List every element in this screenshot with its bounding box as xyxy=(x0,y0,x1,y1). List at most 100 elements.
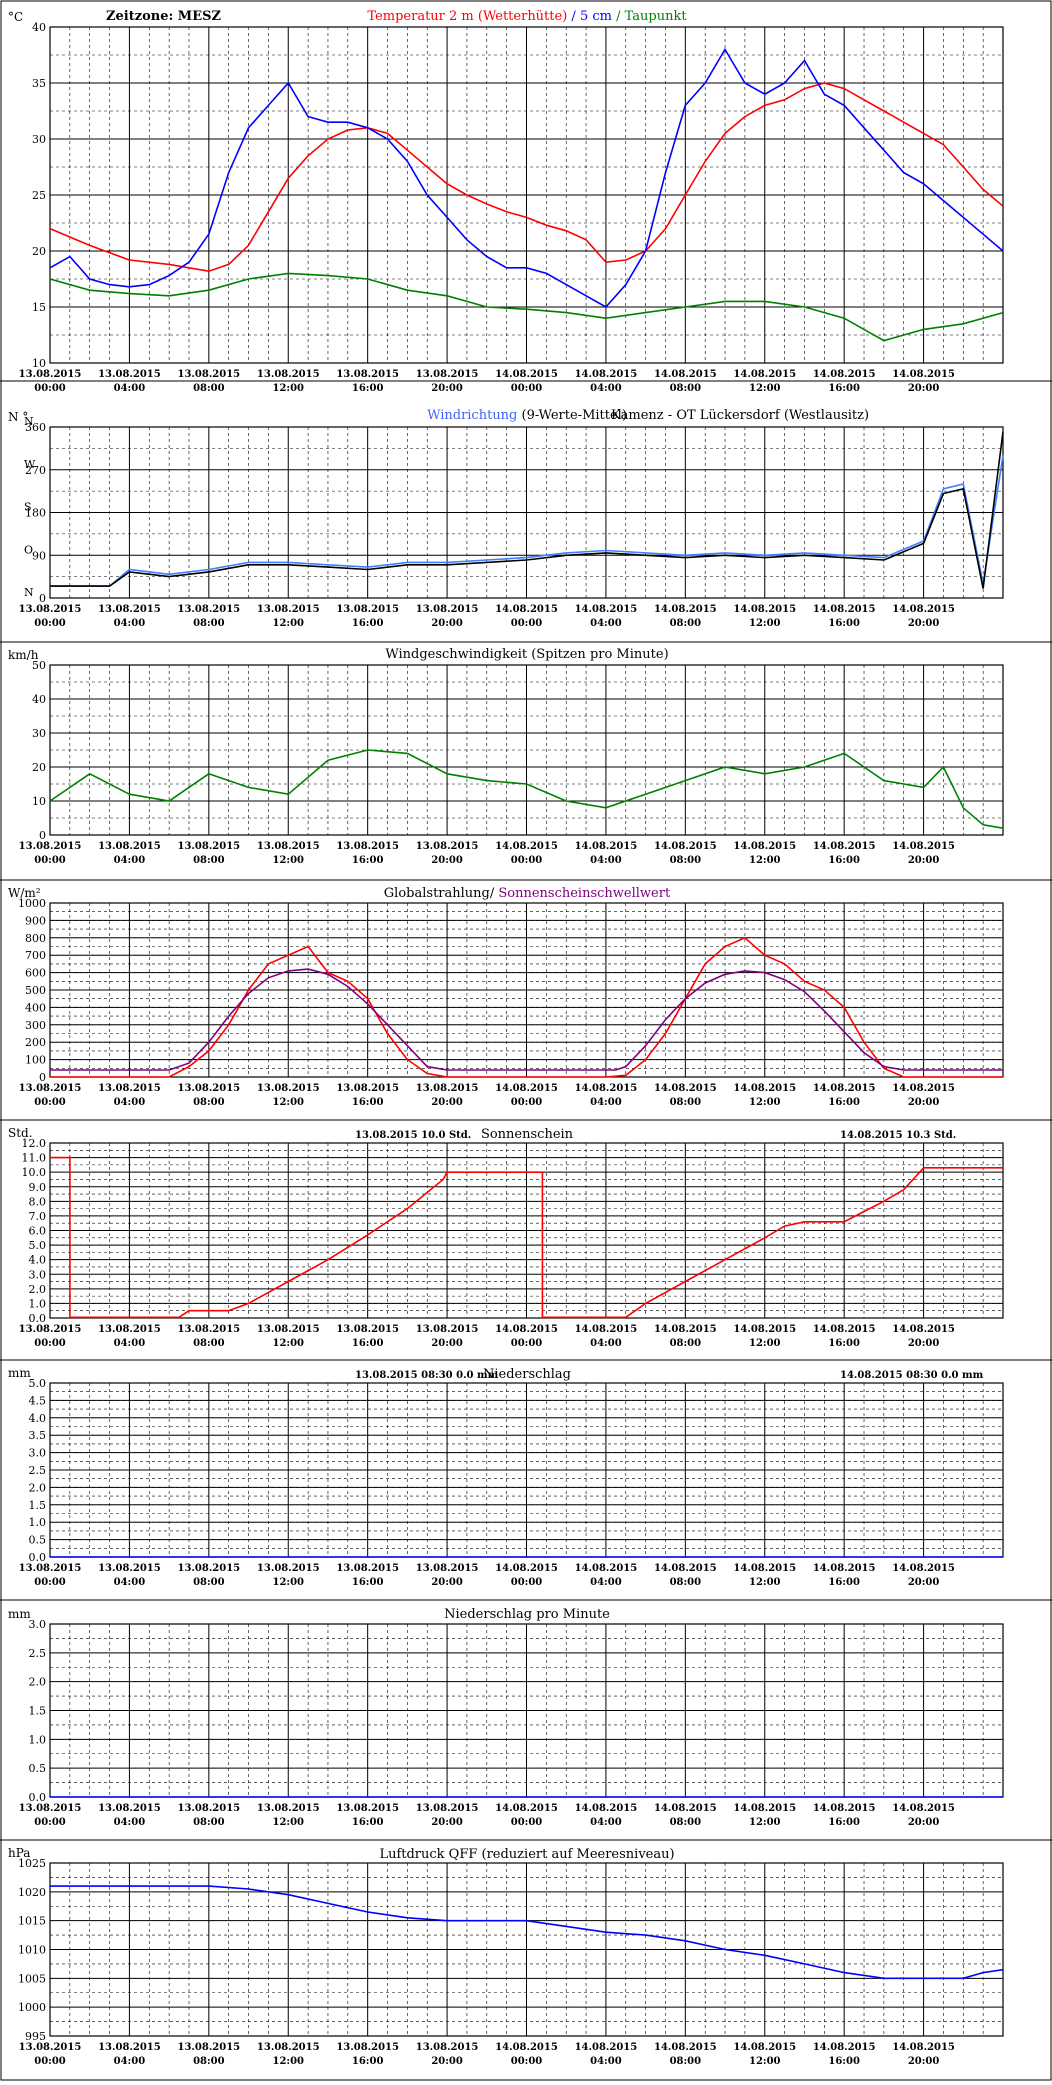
y-tick-label: 300 xyxy=(25,1019,46,1032)
series-line-0 xyxy=(49,749,1004,829)
x-tick-date: 13.08.2015 xyxy=(336,1324,399,1335)
x-tick-time: 00:00 xyxy=(34,1817,66,1828)
x-tick-date: 14.08.2015 xyxy=(654,1324,717,1335)
x-tick-date: 14.08.2015 xyxy=(654,604,717,615)
x-tick-time: 16:00 xyxy=(352,2056,384,2067)
y-tick-label: 3.0 xyxy=(29,1618,47,1631)
x-tick-time: 12:00 xyxy=(749,1817,781,1828)
x-tick-time: 00:00 xyxy=(511,618,543,629)
x-tick-time: 08:00 xyxy=(193,618,225,629)
x-tick-date: 13.08.2015 xyxy=(98,2042,161,2053)
x-tick-date: 14.08.2015 xyxy=(733,841,796,852)
y-tick-label: 12.0 xyxy=(22,1137,47,1150)
y-tick-label: 0.0 xyxy=(29,1791,47,1804)
x-tick-date: 14.08.2015 xyxy=(813,1324,876,1335)
series-line-0 xyxy=(50,1156,1003,1319)
x-tick-time: 04:00 xyxy=(114,1817,146,1828)
plot-frame xyxy=(49,26,1004,364)
series-line-0 xyxy=(49,82,1004,273)
x-tick-date: 14.08.2015 xyxy=(654,2042,717,2053)
unit-label: N ° xyxy=(8,410,28,424)
summary-note: 13.08.2015 08:30 0.0 mm xyxy=(355,1370,499,1381)
x-tick-time: 16:00 xyxy=(828,383,860,394)
x-tick-time: 16:00 xyxy=(352,1817,384,1828)
x-tick-date: 14.08.2015 xyxy=(575,604,638,615)
x-tick-date: 13.08.2015 xyxy=(178,604,241,615)
y-tick-label: 200 xyxy=(25,1036,46,1049)
x-tick-date: 13.08.2015 xyxy=(19,1083,82,1094)
x-tick-date: 13.08.2015 xyxy=(336,604,399,615)
x-tick-time: 16:00 xyxy=(828,855,860,866)
x-tick-time: 08:00 xyxy=(670,383,702,394)
x-tick-date: 13.08.2015 xyxy=(416,1803,479,1814)
x-tick-time: 16:00 xyxy=(828,2056,860,2067)
y-tick-label: 2.5 xyxy=(29,1647,47,1660)
x-tick-time: 00:00 xyxy=(34,855,66,866)
y-tick-label: 5.0 xyxy=(29,1377,47,1390)
unit-label: °C xyxy=(8,10,23,24)
x-tick-time: 20:00 xyxy=(908,1577,940,1588)
x-tick-time: 12:00 xyxy=(749,1338,781,1349)
x-tick-date: 13.08.2015 xyxy=(336,841,399,852)
chart-title: Luftdruck QFF (reduziert auf Meeresnivea… xyxy=(379,1847,674,1862)
x-tick-date: 13.08.2015 xyxy=(19,369,82,380)
compass-label: S xyxy=(24,501,32,514)
series-line-2 xyxy=(49,272,1004,342)
summary-note: 14.08.2015 08:30 0.0 mm xyxy=(840,1370,984,1381)
x-tick-time: 20:00 xyxy=(908,1338,940,1349)
x-tick-time: 04:00 xyxy=(590,2056,622,2067)
x-tick-time: 04:00 xyxy=(590,1817,622,1828)
chart-title: Globalstrahlung/ Sonnenscheinschwellwert xyxy=(384,886,671,901)
x-tick-date: 13.08.2015 xyxy=(98,1324,161,1335)
unit-label: Std. xyxy=(8,1126,33,1140)
y-tick-label: 20 xyxy=(32,761,46,774)
x-tick-time: 00:00 xyxy=(34,2056,66,2067)
y-tick-label: 700 xyxy=(25,949,46,962)
x-tick-time: 00:00 xyxy=(511,383,543,394)
x-tick-time: 08:00 xyxy=(193,855,225,866)
x-tick-date: 13.08.2015 xyxy=(257,1083,320,1094)
x-tick-date: 13.08.2015 xyxy=(19,1324,82,1335)
x-tick-date: 13.08.2015 xyxy=(257,1563,320,1574)
chart-title: Windgeschwindigkeit (Spitzen pro Minute) xyxy=(385,647,668,662)
x-tick-time: 00:00 xyxy=(34,1338,66,1349)
x-tick-time: 08:00 xyxy=(193,1577,225,1588)
x-tick-date: 13.08.2015 xyxy=(178,2042,241,2053)
y-tick-label: 500 xyxy=(25,984,46,997)
x-tick-date: 14.08.2015 xyxy=(733,2042,796,2053)
x-tick-date: 14.08.2015 xyxy=(495,1803,558,1814)
x-tick-date: 13.08.2015 xyxy=(19,604,82,615)
y-tick-label: 2.0 xyxy=(29,1481,47,1494)
y-tick-label: 1020 xyxy=(18,1886,46,1899)
x-tick-date: 13.08.2015 xyxy=(257,1324,320,1335)
x-tick-time: 08:00 xyxy=(670,855,702,866)
x-tick-date: 14.08.2015 xyxy=(654,1803,717,1814)
x-tick-date: 13.08.2015 xyxy=(336,1803,399,1814)
unit-label: km/h xyxy=(8,648,39,662)
y-tick-label: 100 xyxy=(25,1054,46,1067)
y-tick-label: 2.0 xyxy=(29,1676,47,1689)
chart-panel-temperature: 10 15 20 25 30 35 40 °C 13.08.2015 00:00 13.08.201… xyxy=(8,9,1004,394)
y-tick-label: 0.0 xyxy=(29,1551,47,1564)
y-tick-label: 30 xyxy=(32,133,46,146)
x-tick-date: 14.08.2015 xyxy=(575,2042,638,2053)
y-tick-label: 270 xyxy=(25,464,46,477)
x-tick-date: 14.08.2015 xyxy=(813,2042,876,2053)
x-tick-time: 12:00 xyxy=(272,2056,304,2067)
x-tick-date: 14.08.2015 xyxy=(733,1563,796,1574)
x-tick-time: 12:00 xyxy=(749,1097,781,1108)
y-tick-label: 35 xyxy=(32,77,46,90)
y-tick-label: 1.5 xyxy=(29,1705,47,1718)
x-tick-date: 13.08.2015 xyxy=(98,1083,161,1094)
y-tick-label: 3.0 xyxy=(29,1268,47,1281)
x-tick-date: 13.08.2015 xyxy=(98,1803,161,1814)
x-tick-date: 14.08.2015 xyxy=(892,1324,955,1335)
chart-title: Windrichtung (9-Werte-Mittel) xyxy=(427,408,627,423)
x-tick-date: 13.08.2015 xyxy=(178,369,241,380)
y-tick-label: 8.0 xyxy=(29,1195,47,1208)
x-tick-time: 20:00 xyxy=(431,2056,463,2067)
x-tick-time: 04:00 xyxy=(114,1338,146,1349)
compass-label: W xyxy=(24,458,36,471)
y-tick-label: 1.0 xyxy=(29,1516,47,1529)
